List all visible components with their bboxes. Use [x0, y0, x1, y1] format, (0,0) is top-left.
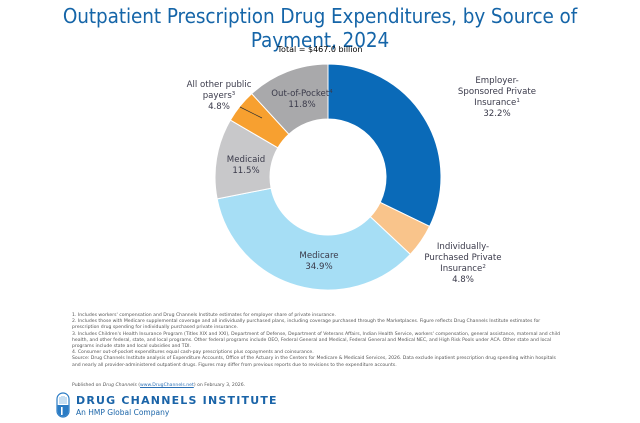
value-label-other-public: 4.8% [208, 102, 230, 112]
capsule-logo-icon [56, 392, 70, 418]
source-note: and nearly all provider-administered out… [72, 362, 397, 368]
footnote: prescription drug spending for individua… [72, 325, 239, 331]
source-note: Source: Drug Channels Institute analysis… [72, 356, 556, 362]
published-outlet: Drug Channels [102, 383, 137, 388]
footnote: programs include state and local subsidi… [72, 344, 191, 350]
chart-title: Outpatient Prescription Drug Expenditure… [62, 4, 578, 52]
footnote: 3. Includes Children's Health Insurance … [72, 331, 561, 337]
label-individual: Individually-Purchased Private Insurance2… [424, 242, 501, 285]
slice-out-of-pocket [250, 63, 329, 135]
label-medicare: Medicare 34.9% [299, 251, 338, 272]
slice-employer [327, 63, 442, 228]
slice-labels: Employer-Sponsored Private Insurance1 32.2… [187, 76, 537, 285]
footnote: 2. Includes those with Medicare suppleme… [72, 319, 541, 325]
donut-slices [214, 63, 442, 291]
value-label-employer: 32.2% [483, 109, 510, 119]
value-label-individual: 4.8% [452, 275, 474, 285]
brand-name: DRUG CHANNELS INSTITUTE [76, 394, 278, 407]
drugchannels-link[interactable]: www.DrugChannels.net [140, 383, 194, 388]
footnote: 1. Includes workers' compensation and Dr… [72, 313, 336, 318]
label-out-of-pocket: Out-of-Pocket4 11.8% [271, 89, 333, 110]
value-label-medicare: 34.9% [305, 262, 332, 272]
label-employer: Employer-Sponsored Private Insurance1 32.2… [458, 76, 536, 119]
donut-chart: Employer-Sponsored Private Insurance1 32.2… [187, 63, 537, 291]
label-medicaid: Medicaid 11.5% [227, 155, 265, 176]
footnote: 4. Consumer out-of-pocket expenditures e… [72, 350, 314, 356]
value-label-out-of-pocket: 11.8% [288, 100, 315, 110]
chart-subtitle-total: Total = $467.0 billion [277, 45, 363, 54]
footnotes: 1. Includes workers' compensation and Dr… [72, 313, 632, 369]
published-paren: ( [136, 383, 140, 388]
label-other-public: All other public payers3 4.8% [187, 80, 252, 112]
published-note: Published on Drug Channels (www.DrugChan… [72, 383, 245, 388]
value-label-medicaid: 11.5% [232, 166, 259, 176]
slice-medicare [216, 187, 412, 291]
footnote: health, and other federal, state, and lo… [72, 337, 552, 343]
published-suffix: ) on February 3, 2026. [193, 383, 246, 388]
leader-line-other-public [239, 106, 263, 119]
published-prefix: Published on [72, 383, 103, 388]
brand-tagline: An HMP Global Company [76, 408, 170, 417]
